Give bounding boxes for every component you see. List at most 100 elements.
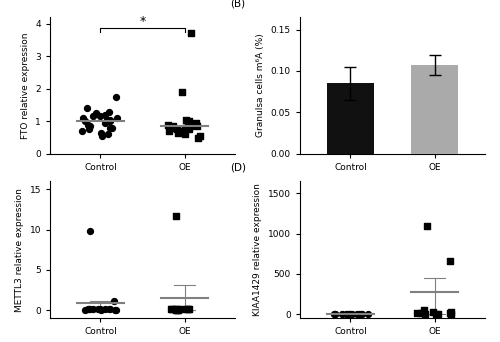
Point: [184, 122, 192, 127]
Point: [97, 307, 105, 312]
Point: [434, 311, 442, 316]
Point: [172, 213, 180, 219]
Point: [100, 112, 108, 118]
Point: [174, 307, 182, 312]
Point: [181, 125, 189, 131]
Point: [178, 306, 186, 312]
Point: [104, 117, 112, 122]
Point: [172, 307, 180, 312]
Point: [168, 306, 175, 312]
Point: [89, 114, 97, 119]
Point: [78, 128, 86, 134]
Point: [106, 306, 114, 312]
Point: [186, 307, 194, 312]
Point: [446, 310, 454, 315]
Point: [172, 306, 179, 312]
Point: [330, 311, 338, 317]
Point: [178, 128, 186, 134]
Point: [173, 127, 181, 132]
Point: [192, 123, 200, 129]
Y-axis label: KIAA1429 relative expression: KIAA1429 relative expression: [254, 183, 262, 316]
Point: [446, 258, 454, 264]
Point: [413, 311, 421, 316]
Y-axis label: METTL3 relative expression: METTL3 relative expression: [15, 188, 24, 312]
Text: (D): (D): [230, 162, 246, 172]
Y-axis label: FTO relative expression: FTO relative expression: [20, 32, 30, 139]
Point: [192, 120, 200, 126]
Point: [364, 311, 372, 317]
Point: [187, 31, 195, 36]
Point: [84, 122, 92, 127]
Point: [346, 311, 354, 317]
Point: [338, 311, 346, 317]
Point: [358, 311, 366, 316]
Point: [182, 132, 190, 137]
Point: [357, 311, 365, 317]
Y-axis label: Granulsa cells m⁶A (%): Granulsa cells m⁶A (%): [256, 34, 266, 137]
Point: [106, 117, 114, 122]
Point: [174, 130, 182, 135]
Point: [348, 311, 356, 317]
Point: [346, 311, 354, 317]
Point: [353, 311, 361, 316]
Point: [422, 223, 430, 228]
Point: [94, 307, 102, 312]
Point: [98, 133, 106, 139]
Point: [420, 311, 428, 316]
Point: [78, 115, 86, 121]
Point: [172, 307, 180, 312]
Point: [166, 128, 173, 134]
Point: [354, 311, 362, 317]
Point: [96, 307, 104, 312]
Point: [178, 89, 186, 95]
Point: [186, 123, 194, 129]
Point: [104, 132, 112, 137]
Point: [192, 122, 200, 127]
Point: [97, 130, 105, 135]
Point: [185, 127, 193, 132]
Point: [166, 125, 174, 131]
Point: [106, 306, 114, 312]
Text: *: *: [140, 14, 145, 27]
Point: [84, 306, 92, 312]
Point: [86, 123, 94, 129]
Point: [100, 306, 108, 312]
Point: [86, 228, 94, 234]
Point: [429, 309, 437, 314]
Point: [432, 311, 440, 316]
Point: [331, 311, 339, 317]
Point: [196, 133, 203, 139]
Point: [113, 115, 121, 121]
Point: [446, 311, 454, 316]
Bar: [412, 65, 458, 154]
Point: [184, 306, 192, 312]
Point: [89, 307, 97, 312]
Point: [86, 306, 94, 312]
Point: [96, 114, 104, 119]
Point: [92, 110, 100, 116]
Point: [330, 311, 338, 317]
Point: [85, 306, 93, 312]
Point: [194, 135, 202, 140]
Point: [184, 306, 192, 312]
Point: [108, 125, 116, 131]
Point: [102, 120, 110, 126]
Point: [417, 310, 425, 316]
Point: [112, 307, 120, 312]
Point: [81, 307, 89, 312]
Text: (B): (B): [230, 0, 245, 8]
Point: [182, 117, 190, 122]
Point: [83, 106, 91, 111]
Point: [173, 307, 181, 312]
Point: [185, 119, 193, 124]
Point: [344, 311, 352, 317]
Point: [170, 123, 177, 129]
Point: [110, 299, 118, 304]
Point: [420, 307, 428, 313]
Point: [447, 311, 455, 316]
Point: [104, 109, 112, 114]
Point: [164, 122, 172, 127]
Point: [86, 127, 94, 132]
Point: [112, 94, 120, 100]
Point: [106, 119, 114, 124]
